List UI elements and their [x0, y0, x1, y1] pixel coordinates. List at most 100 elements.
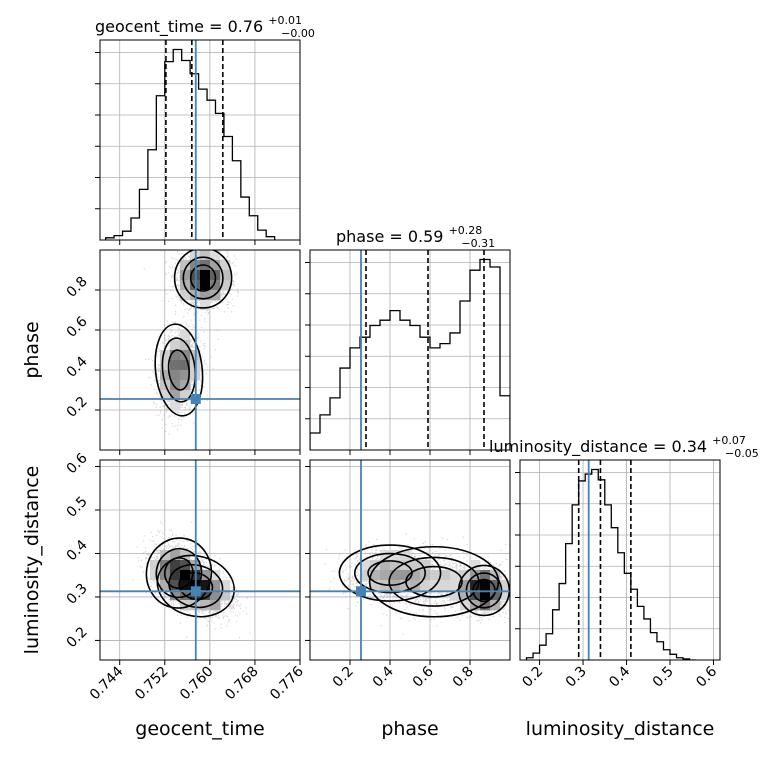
contour-1-2: [338, 544, 442, 602]
density-bin: [160, 390, 171, 401]
contour-2-2: [368, 545, 500, 618]
density-bin: [200, 250, 211, 261]
density-bin: [400, 570, 411, 581]
panel-frame: [99, 459, 301, 661]
density-bin: [470, 590, 481, 601]
density-bin: [480, 570, 491, 581]
xlabel-geocent-time: geocent_time: [135, 718, 264, 740]
density-bin: [180, 380, 191, 391]
density-bin: [220, 580, 231, 591]
x-tick-label: 0.5: [650, 664, 677, 691]
density-bin: [180, 580, 191, 591]
y-tick-label: 0.2: [64, 394, 91, 421]
x-tick-label: 0.4: [606, 663, 633, 690]
density-panel-geocent-time-vs-phase: [100, 250, 300, 450]
x-tick-label: 0.2: [519, 664, 546, 691]
hist-panel-geocent-time: [100, 40, 300, 240]
density-bin: [490, 570, 501, 581]
density-bin: [480, 590, 491, 601]
contour-1-0: [167, 349, 190, 391]
density-bin: [450, 570, 461, 581]
panel-frame: [309, 459, 511, 661]
x-tick-label: 0.752: [132, 664, 172, 704]
y-tick-label: 0.3: [64, 581, 91, 608]
density-bin: [480, 580, 491, 591]
density-bin: [170, 550, 181, 561]
density-bin: [160, 350, 171, 361]
density-bin: [440, 570, 451, 581]
density-panel-phase-vs-luminosity-distance: [310, 460, 510, 660]
y-tick-label: 0.6: [64, 450, 91, 477]
xlabel-luminosity-distance: luminosity_distance: [526, 718, 715, 740]
density-bin: [210, 600, 221, 611]
density-bin: [210, 280, 221, 291]
histogram-step-geocent_time: [104, 48, 276, 240]
x-tick-label: 0.760: [177, 664, 217, 704]
density-bin: [480, 600, 491, 611]
contour-1-1: [155, 547, 203, 599]
density-bin: [220, 270, 231, 281]
x-tick-label: 0.776: [267, 663, 307, 703]
density-bin: [210, 250, 221, 261]
density-bin: [400, 560, 411, 571]
density-bin: [170, 580, 181, 591]
title-luminosity-distance: luminosity_distance = 0.34 +0.07 −0.05: [489, 429, 759, 460]
contour-2-0: [405, 565, 463, 598]
contour-2-1: [388, 556, 480, 607]
density-bin: [210, 580, 221, 591]
contour-1-1: [353, 552, 426, 594]
density-bin: [200, 300, 211, 311]
density-bin: [170, 390, 181, 401]
density-bin: [150, 560, 161, 571]
density-bin: [170, 560, 181, 571]
density-bin: [430, 570, 441, 581]
x-tick-label: 0.768: [222, 664, 262, 704]
density-bin: [470, 560, 481, 571]
density-bin: [170, 570, 181, 581]
density-bin: [170, 590, 181, 601]
truth-marker: [190, 586, 201, 597]
density-bin: [450, 580, 461, 591]
density-bin: [170, 360, 181, 371]
density-bin: [390, 570, 401, 581]
density-bin: [180, 260, 191, 271]
density-bin: [180, 360, 191, 371]
density-bin: [220, 280, 231, 291]
density-bin: [180, 330, 191, 341]
contour-1-0: [163, 557, 194, 590]
density-bin: [500, 590, 510, 601]
panel-frame: [519, 459, 721, 661]
density-bin: [380, 560, 391, 571]
density-bin: [380, 570, 391, 581]
histogram-step-luminosity_distance: [525, 468, 697, 660]
density-bin: [500, 580, 510, 591]
density-bin: [160, 360, 171, 371]
ylabel-phase: phase: [21, 321, 43, 378]
density-bin: [160, 550, 171, 561]
ylabel-luminosity-distance: luminosity_distance: [21, 466, 43, 655]
x-tick-label: 0.3: [563, 664, 590, 691]
contour-0-2: [173, 250, 233, 309]
density-bin: [180, 340, 191, 351]
density-bin: [170, 340, 181, 351]
density-bin: [490, 580, 501, 591]
density-bin: [200, 590, 211, 601]
contour-1-2: [154, 323, 204, 417]
density-bin: [370, 580, 381, 591]
contour-0-0: [178, 571, 214, 601]
density-bin: [170, 380, 181, 391]
density-bin: [490, 590, 501, 601]
density-bin: [460, 580, 471, 591]
density-bin: [150, 570, 161, 581]
density-bin: [180, 370, 191, 381]
panel-frame: [99, 249, 301, 451]
density-bin: [400, 580, 411, 591]
density-bin: [390, 550, 401, 561]
hist-panel-phase: [310, 250, 510, 450]
truth-marker: [356, 586, 366, 597]
density-bin: [460, 590, 471, 601]
y-tick-label: 0.6: [64, 314, 91, 341]
y-tick-label: 0.4: [64, 354, 91, 381]
y-tick-label: 0.8: [64, 274, 91, 301]
